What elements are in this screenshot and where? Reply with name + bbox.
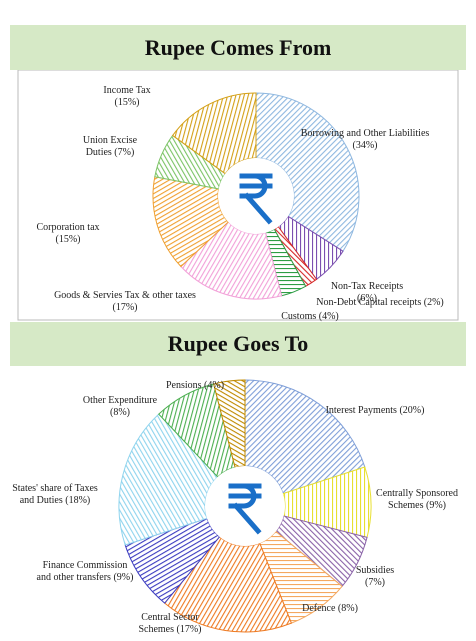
slice-label: Interest Payments (20%) — [320, 405, 430, 417]
category-label: Customs — [281, 311, 317, 322]
category-label: Interest Payments — [325, 405, 397, 416]
value-label: (17%) — [176, 624, 202, 635]
category-label: Goods & Servies Tax & other taxes — [54, 290, 196, 301]
slice-label: Non-Debt Capital receipts (2%) — [310, 297, 450, 309]
category-label: Borrowing and Other Liabilities — [300, 128, 430, 139]
value-label: (18%) — [65, 495, 91, 506]
category-label: Defence — [302, 603, 336, 614]
category-label: Corporation tax — [36, 222, 100, 233]
slice-label: Finance Commission and other transfers (… — [35, 560, 135, 584]
slice-label: Subsidies (7%) — [345, 565, 405, 589]
slice-label: Union Excise Duties (7%) — [70, 135, 150, 159]
category-label: Pensions — [165, 380, 202, 391]
category-label: Union Excise Duties — [82, 135, 138, 158]
value-label: (9%) — [426, 500, 447, 511]
category-label: Subsidies — [355, 565, 395, 576]
value-label: (7%) — [365, 577, 385, 588]
slice-label: States' share of Taxes and Duties (18%) — [5, 483, 105, 507]
category-label: Other Expenditure — [82, 395, 158, 406]
value-label: (9%) — [113, 572, 134, 583]
category-label: Finance Commission and other transfers — [36, 560, 128, 583]
chart-frame — [17, 69, 459, 321]
slice-label: Goods & Servies Tax & other taxes (17%) — [45, 290, 205, 314]
slice-label: Income Tax (15%) — [97, 85, 157, 109]
value-label: (20%) — [399, 405, 425, 416]
slice-label: Customs (4%) — [280, 311, 340, 323]
category-label: Non-Tax Receipts — [330, 281, 404, 292]
chart-title: Rupee Comes From — [10, 25, 466, 70]
value-label: (34%) — [352, 140, 378, 151]
value-label: (8%) — [110, 407, 130, 418]
value-label: (15%) — [114, 97, 140, 108]
category-label: States' share of Taxes and Duties — [12, 483, 98, 506]
value-label: (8%) — [337, 603, 358, 614]
value-label: (4%) — [318, 311, 339, 322]
category-label: Central Sector Schemes — [138, 612, 199, 635]
category-label: Income Tax — [103, 85, 151, 96]
slice-label: Centrally Sponsored Schemes (9%) — [372, 488, 462, 512]
category-label: Non-Debt Capital receipts — [316, 297, 422, 308]
value-label: (17%) — [112, 302, 138, 313]
slice-label: Defence (8%) — [300, 603, 360, 615]
slice-label: Non-Tax Receipts (6%) — [322, 281, 412, 305]
value-label: (7%) — [114, 147, 135, 158]
slice-label: Borrowing and Other Liabilities (34%) — [300, 128, 430, 152]
value-label: (6%) — [357, 293, 377, 304]
category-label: Centrally Sponsored Schemes — [376, 488, 458, 511]
chart-title: Rupee Goes To — [10, 322, 466, 366]
donut-slice — [163, 536, 293, 633]
value-label: (15%) — [55, 234, 81, 245]
value-label: (4%) — [204, 380, 225, 391]
slice-label: Central Sector Schemes (17%) — [130, 612, 210, 636]
slice-label: Other Expenditure (8%) — [75, 395, 165, 419]
value-label: (2%) — [423, 297, 444, 308]
slice-label: Pensions (4%) — [155, 380, 235, 392]
slice-label: Corporation tax (15%) — [28, 222, 108, 246]
